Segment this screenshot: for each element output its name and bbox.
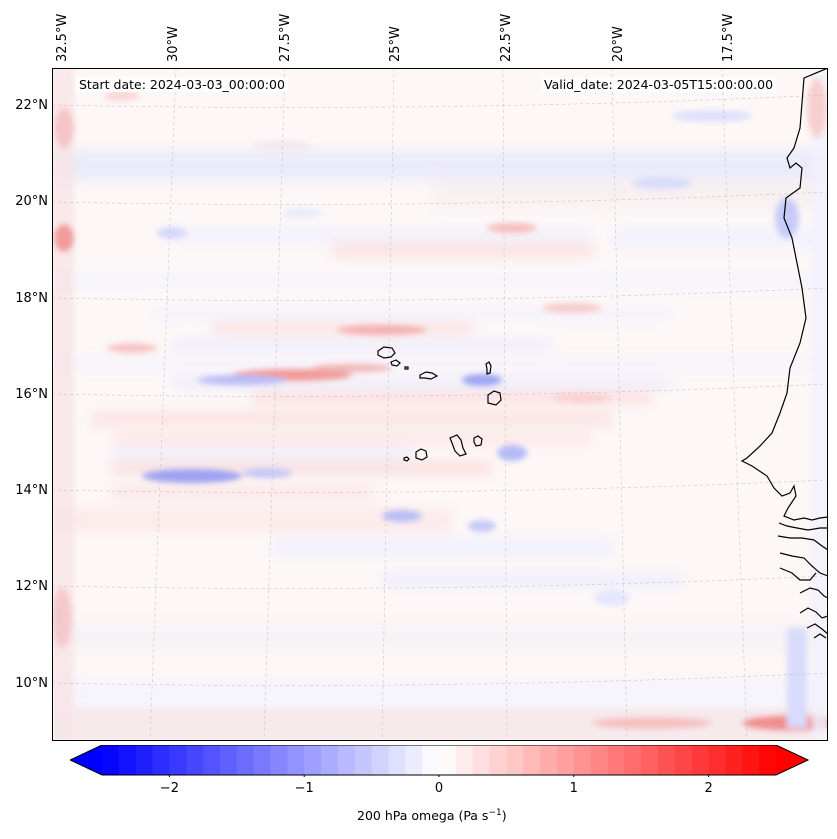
colorbar-segment bbox=[169, 745, 187, 775]
colorbar-segment bbox=[674, 745, 693, 775]
latitude-label: 18°N bbox=[15, 291, 48, 306]
colorbar-segment bbox=[658, 745, 676, 775]
colorbar-tick-label: −2 bbox=[159, 781, 179, 796]
colorbar-segment bbox=[506, 745, 524, 775]
colorbar-outline bbox=[70, 745, 810, 776]
colorbar-label-prefix: 200 hPa omega (Pa s bbox=[357, 808, 489, 824]
colorbar-segment bbox=[304, 745, 322, 775]
colorbar-tick-label: 2 bbox=[704, 781, 713, 796]
colorbar-segment bbox=[439, 745, 457, 775]
longitude-label: 32.5°W bbox=[55, 13, 70, 62]
colorbar-tick-label: −1 bbox=[294, 781, 314, 796]
island-santa-luzia bbox=[404, 366, 409, 370]
island-sao-vicente bbox=[390, 359, 401, 367]
colorbar-segment bbox=[203, 745, 221, 775]
island-maio bbox=[473, 435, 483, 447]
colorbar-segment bbox=[725, 745, 743, 775]
colorbar-segment bbox=[641, 745, 659, 775]
colorbar-segment bbox=[354, 745, 373, 775]
valid-date-label: Valid_date: 2024-03-05T15:00:00.00 bbox=[541, 77, 777, 92]
colorbar-segment bbox=[691, 745, 710, 775]
graticule bbox=[52, 68, 828, 741]
map-plot bbox=[52, 68, 828, 741]
latitude-label: 20°N bbox=[15, 194, 48, 209]
colorbar-segment bbox=[337, 745, 356, 775]
colorbar-segment bbox=[118, 745, 137, 775]
latitude-label: 16°N bbox=[15, 387, 48, 402]
longitude-label: 30°W bbox=[166, 26, 181, 62]
colorbar-segment bbox=[489, 745, 507, 775]
colorbar-segment bbox=[455, 745, 474, 775]
colorbar-segment bbox=[624, 745, 642, 775]
island-sao-nicolau bbox=[419, 371, 439, 380]
longitude-label: 22.5°W bbox=[499, 13, 514, 62]
colorbar-segment bbox=[708, 745, 727, 775]
island-santo-antao bbox=[377, 346, 396, 359]
colorbar bbox=[70, 745, 810, 777]
colorbar-segment bbox=[219, 745, 238, 775]
colorbar-label: 200 hPa omega (Pa s−1) bbox=[357, 808, 507, 823]
island-fogo bbox=[415, 448, 428, 461]
colorbar-segment bbox=[573, 745, 592, 775]
latitude-label: 22°N bbox=[15, 98, 48, 113]
longitude-label: 27.5°W bbox=[278, 13, 293, 62]
colorbar-label-suffix: ) bbox=[501, 808, 507, 824]
colorbar-segment bbox=[152, 745, 170, 775]
island-santiago bbox=[449, 434, 467, 457]
cape-verde-islands bbox=[377, 346, 502, 462]
island-boa-vista bbox=[487, 390, 502, 406]
colorbar-segment bbox=[253, 745, 272, 775]
colorbar-segment bbox=[540, 745, 558, 775]
africa-coastline bbox=[740, 68, 828, 639]
colorbar-segment bbox=[287, 745, 305, 775]
colorbar-segment bbox=[371, 745, 390, 775]
longitude-label: 20°W bbox=[611, 26, 626, 62]
omega-field bbox=[52, 68, 828, 741]
colorbar-segment bbox=[236, 745, 255, 775]
colorbar-segment bbox=[590, 745, 609, 775]
colorbar-segment bbox=[186, 745, 204, 775]
colorbar-segment bbox=[472, 745, 491, 775]
latitude-label: 14°N bbox=[15, 483, 48, 498]
colorbar-segment bbox=[321, 745, 339, 775]
colorbar-segment bbox=[556, 745, 575, 775]
colorbar-segment bbox=[742, 745, 760, 775]
colorbar-segment bbox=[270, 745, 288, 775]
longitude-label: 25°W bbox=[388, 26, 403, 62]
colorbar-tick-label: 1 bbox=[569, 781, 578, 796]
colorbar-segment bbox=[422, 745, 440, 775]
colorbar-tick-label: 0 bbox=[434, 781, 444, 796]
colorbar-extend-high bbox=[776, 745, 808, 775]
start-date-label: Start date: 2024-03-03_00:00:00 bbox=[76, 77, 288, 92]
island-sal bbox=[485, 361, 492, 375]
island-brava bbox=[403, 456, 410, 462]
colorbar-segment bbox=[135, 745, 154, 775]
colorbar-extend-low bbox=[70, 745, 102, 775]
colorbar-segment bbox=[102, 745, 120, 775]
colorbar-segment bbox=[405, 745, 423, 775]
latitude-label: 10°N bbox=[15, 676, 48, 691]
latitude-label: 12°N bbox=[15, 579, 48, 594]
colorbar-segment bbox=[607, 745, 625, 775]
longitude-label: 17.5°W bbox=[721, 13, 736, 62]
colorbar-segment bbox=[523, 745, 541, 775]
colorbar-segment bbox=[388, 745, 406, 775]
colorbar-segment bbox=[759, 745, 777, 775]
colorbar-label-exponent: −1 bbox=[488, 808, 502, 818]
